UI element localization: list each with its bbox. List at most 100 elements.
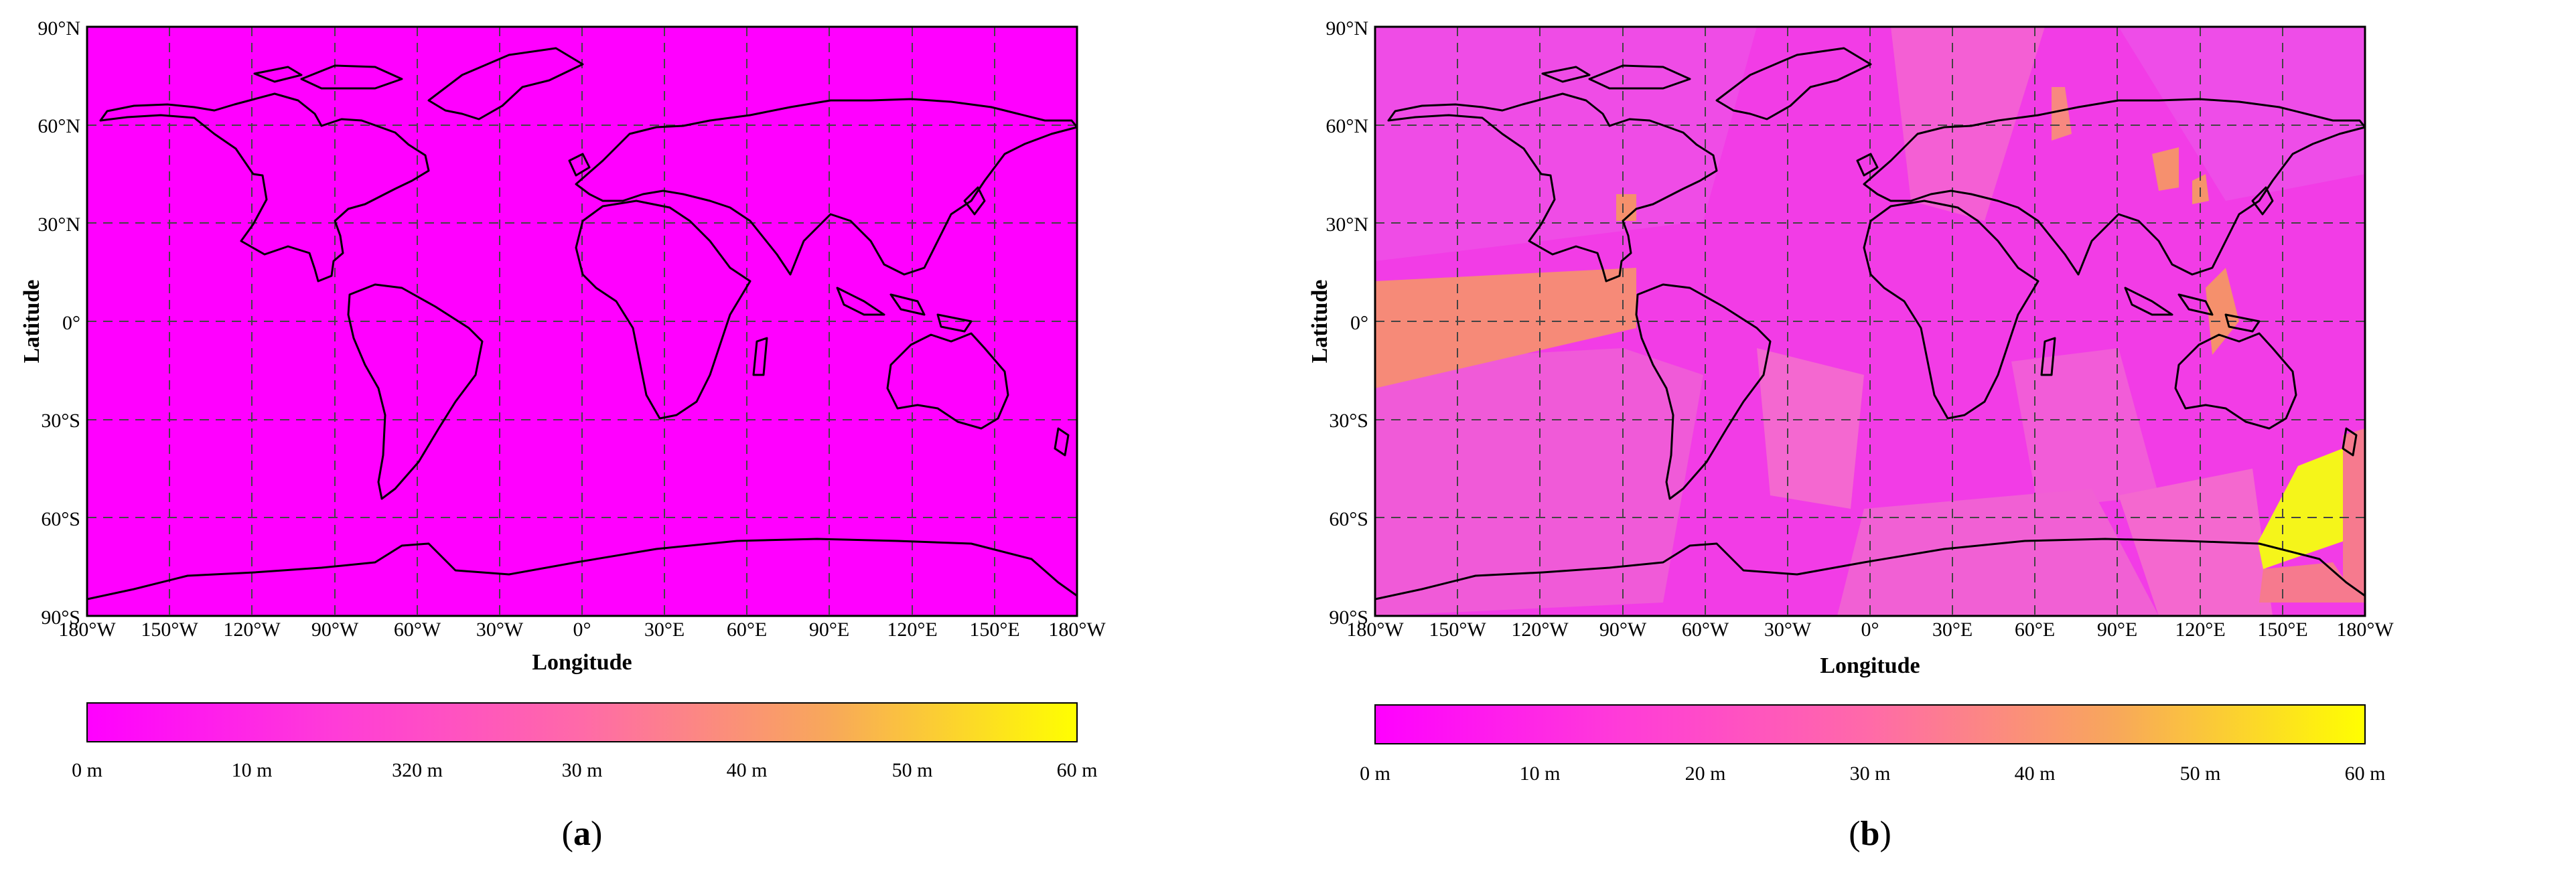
field-patch [2206,268,2239,355]
lat-tick: 60°S [41,508,80,530]
colorbar [86,702,1078,742]
coast-indonesia [2124,287,2261,333]
map-figure-a: 90°N 60°N 30°N 0° 30°S 60°S 90°S 180°W 1… [19,17,1106,853]
y-axis-title: Latitude [1307,280,1332,364]
lon-tick: 90°W [311,619,359,641]
coast-north-america [1387,92,1718,283]
lat-tick: 90°S [41,607,80,629]
field-patch [2052,87,2072,141]
field-patch [1891,27,2045,221]
lat-tick: 60°N [38,115,80,137]
panel-caption-letter: b [1861,815,1880,853]
lon-tick: 90°E [2097,619,2137,641]
lon-tick: 30°E [1932,619,1973,641]
colorbar-labels: 0 m 10 m 320 m 30 m 40 m 50 m 60 m [72,759,1097,781]
coast-arctic-islands [1541,64,1691,90]
colorbar-label: 0 m [72,759,102,781]
lat-tick: 60°N [1326,115,1368,137]
lon-tick: 30°W [1764,619,1812,641]
lon-tick: 120°W [223,619,281,641]
orange-band [1375,268,1636,388]
coast-indonesia [836,287,973,333]
lon-tick: 0° [573,619,591,641]
lat-tick: 30°S [1329,410,1368,432]
lon-tick: 120°W [1511,619,1569,641]
colorbar-label: 20 m [1685,763,1726,785]
lat-tick-labels: 90°N 60°N 30°N 0° 30°S 60°S 90°S [38,17,80,629]
field-patch [1837,489,2159,616]
lat-tick-labels: 90°N 60°N 30°N 0° 30°S 60°S 90°S [1326,17,1368,629]
lat-tick: 30°N [38,214,80,236]
lon-tick: 180°W [2336,619,2394,641]
coast-japan [963,186,986,216]
coast-japan [2251,186,2274,216]
graticule [1375,27,2365,616]
coast-british-isles [1856,153,1879,177]
lat-tick: 30°S [41,410,80,432]
colorbar-label: 60 m [1057,759,1098,781]
lon-tick: 30°E [644,619,685,641]
field-patch [2011,348,2159,509]
lon-tick: 180°W [1346,619,1404,641]
coast-north-america [99,92,430,283]
lon-tick: 30°W [476,619,524,641]
lat-tick: 90°N [1326,17,1368,39]
coast-madagascar [752,337,768,376]
coast-arctic-islands [253,64,403,90]
colorbar-label: 0 m [1360,763,1390,785]
lon-tick: 90°W [1599,619,1647,641]
lon-tick: 0° [1861,619,1879,641]
colorbar-label: 40 m [727,759,768,781]
map-figure-b: 90°N 60°N 30°N 0° 30°S 60°S 90°S 180°W 1… [1307,17,2394,853]
lat-tick: 90°N [38,17,80,39]
lon-tick: 150°E [969,619,1019,641]
field-patch [2343,428,2365,603]
colorbar-label: 30 m [562,759,603,781]
yellow-patch [2258,442,2360,569]
lon-tick: 150°W [141,619,198,641]
lon-tick: 180°W [58,619,116,641]
lon-tick-labels: 180°W 150°W 120°W 90°W 60°W 30°W 0° 30°E… [58,619,1106,641]
field-patch [1757,348,1864,509]
field-patch [1375,27,1757,261]
coast-africa [1863,200,2040,420]
lon-tick: 150°W [1429,619,1486,641]
colorbar-label: 10 m [1520,763,1561,785]
lat-tick: 0° [1350,312,1368,334]
colorbar-label: 320 m [392,759,443,781]
field-patch [2152,147,2179,191]
coast-australia [886,332,1009,430]
coast-eurasia [1863,98,2366,276]
lon-tick: 60°E [2015,619,2055,641]
lon-tick: 120°E [887,619,937,641]
colorbar-label: 50 m [892,759,933,781]
coast-british-isles [568,153,591,177]
coast-south-america [1635,283,1772,500]
colorbar-labels: 0 m 10 m 20 m 30 m 40 m 50 m 60 m [1360,763,2385,785]
lon-tick: 60°W [1682,619,1729,641]
colorbar-label: 60 m [2345,763,2386,785]
coastlines [1374,47,2366,601]
lon-tick: 120°E [2175,619,2225,641]
lon-tick-labels: 180°W 150°W 120°W 90°W 60°W 30°W 0° 30°E… [1346,619,2394,641]
coast-new-zealand [2342,427,2358,457]
map-frame [86,25,1078,617]
lon-tick: 90°E [809,619,849,641]
colorbar-label: 40 m [2015,763,2056,785]
lon-tick: 180°W [1048,619,1106,641]
colorbar [1374,704,2366,744]
graticule [87,27,1077,616]
panel-caption: (b) [1849,815,1891,853]
coast-madagascar [2040,337,2056,376]
lat-tick: 90°S [1329,607,1368,629]
colorbar-label: 50 m [2180,763,2221,785]
x-axis-title: Longitude [1820,653,1920,678]
lat-tick: 60°S [1329,508,1368,530]
coast-south-america [347,283,484,500]
lat-tick: 0° [62,312,80,334]
coast-antarctica [86,538,1078,601]
coast-new-zealand [1054,427,1070,457]
x-axis-title: Longitude [532,650,632,675]
coast-antarctica [1374,538,2366,601]
coast-eurasia [575,98,1078,276]
